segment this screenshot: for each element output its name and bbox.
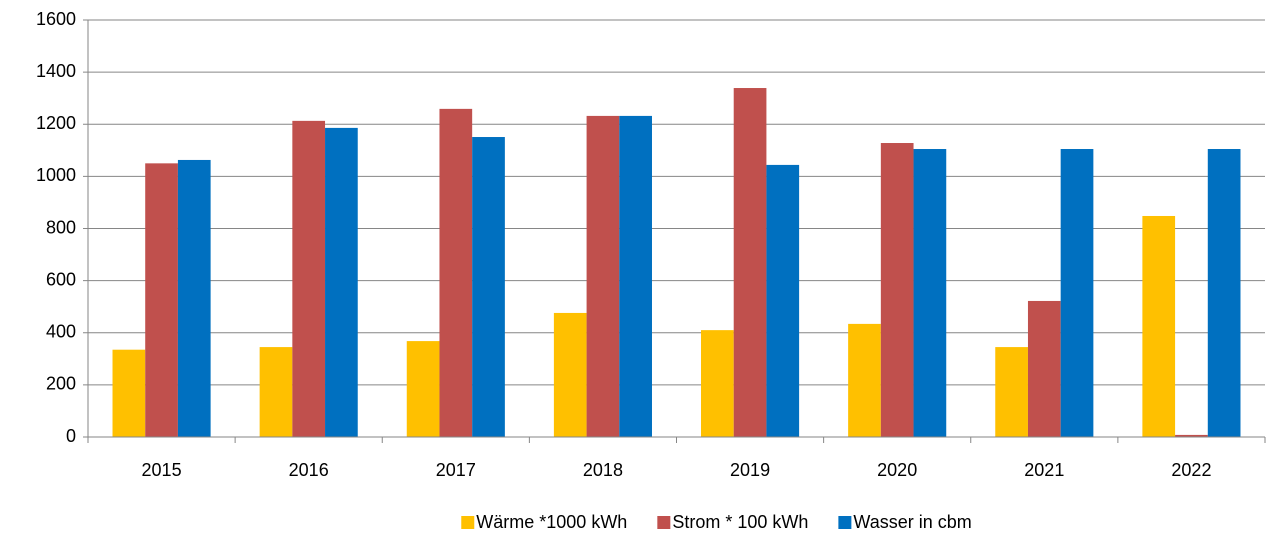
y-tick-label: 1400 [36, 61, 76, 81]
bar [553, 312, 587, 437]
y-tick-label: 1600 [36, 9, 76, 29]
bar [1207, 149, 1241, 437]
bar [259, 347, 293, 437]
bar [913, 149, 947, 437]
bar [1142, 215, 1176, 437]
y-tick-label: 1000 [36, 165, 76, 185]
bar [766, 164, 800, 437]
bar [1060, 149, 1094, 437]
y-tick-label: 200 [46, 374, 76, 394]
legend-swatch [838, 516, 852, 529]
bar [880, 143, 914, 437]
y-tick-label: 1200 [36, 113, 76, 133]
bar [995, 347, 1028, 437]
x-tick-label: 2020 [877, 460, 917, 480]
bar [112, 349, 146, 437]
x-tick-label: 2018 [583, 460, 623, 480]
legend-swatch [461, 516, 475, 529]
bar [439, 108, 473, 438]
bar [701, 330, 734, 437]
x-tick-label: 2021 [1024, 460, 1064, 480]
bar [406, 341, 440, 437]
bar [472, 137, 505, 437]
y-tick-label: 800 [46, 217, 76, 237]
bar [848, 323, 881, 437]
bar [292, 120, 326, 437]
bar [1175, 434, 1208, 437]
legend-label: Wasser in cbm [853, 512, 971, 532]
y-tick-label: 600 [46, 269, 76, 289]
bar [325, 127, 358, 438]
bar [619, 115, 652, 437]
x-tick-label: 2017 [436, 460, 476, 480]
y-tick-label: 0 [66, 426, 76, 446]
x-tick-label: 2019 [730, 460, 770, 480]
bar [145, 163, 178, 437]
legend-label: Wärme *1000 kWh [476, 512, 627, 532]
bar [177, 159, 211, 437]
bar [586, 115, 620, 437]
y-tick-label: 400 [46, 322, 76, 342]
bar [733, 88, 767, 437]
bar [1027, 300, 1061, 437]
x-tick-label: 2022 [1171, 460, 1211, 480]
x-tick-label: 2015 [142, 460, 182, 480]
x-tick-label: 2016 [289, 460, 329, 480]
legend-label: Strom * 100 kWh [672, 512, 808, 532]
legend-swatch [657, 516, 671, 529]
